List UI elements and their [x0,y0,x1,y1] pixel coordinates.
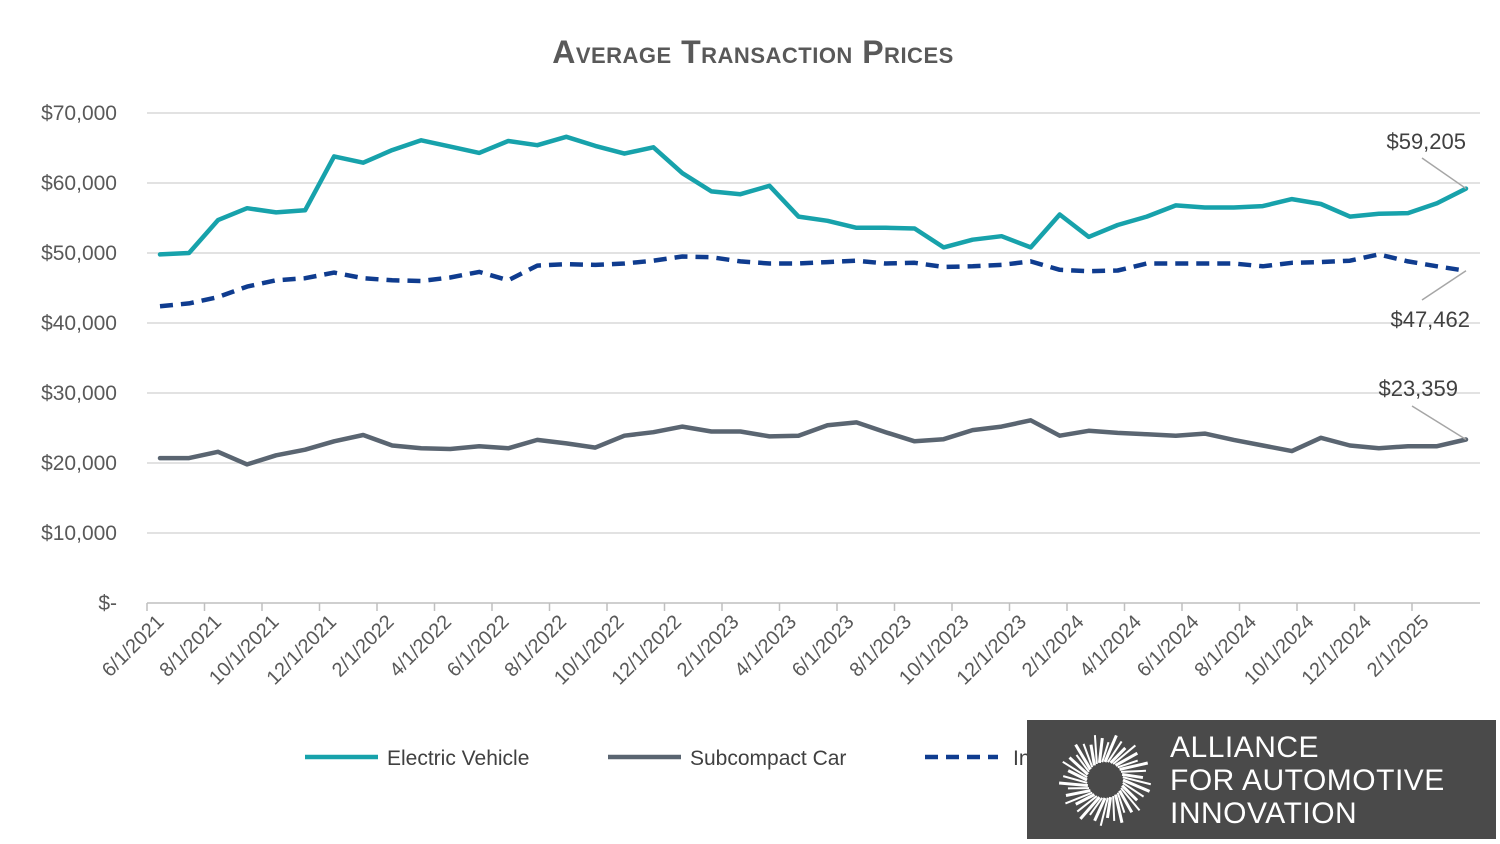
annotations: $59,205 $47,462 $23,359 [1378,129,1470,441]
y-tick-label: $60,000 [41,172,117,195]
annotation-label: $23,359 [1378,376,1458,401]
logo-ray [1089,797,1103,816]
y-tick-label: $10,000 [41,522,117,545]
logo-ray [1089,744,1096,766]
logo-ray [1074,743,1092,771]
logo-ray [1075,793,1096,806]
logo-ray [1067,769,1088,782]
logo-ray [1065,791,1093,805]
gridlines [147,112,1480,534]
annotation-leader-line [1421,157,1467,190]
series-line-electric-vehicle [157,134,1469,257]
chart-title: Average Transaction Prices [552,34,954,70]
y-tick-label: $20,000 [41,452,117,475]
annotation-label: $47,462 [1390,307,1470,332]
logo-ray [1068,756,1089,776]
y-tick-label: $50,000 [41,242,117,265]
x-axis: 6/1/20218/1/202110/1/202112/1/20212/1/20… [98,602,1480,689]
logo-ray [1065,789,1091,797]
logo-ray [1093,797,1107,822]
logo-ray [1105,796,1113,819]
logo-ray [1117,759,1138,769]
logo-ray [1099,797,1109,827]
brand-line-1: ALLIANCE [1170,731,1320,764]
alliance-name: ALLIANCE FOR AUTOMOTIVE INNOVATION [1170,731,1445,830]
series-line-industry-average [159,252,1467,309]
logo-ray [1103,734,1118,763]
y-tick-label: $- [98,592,117,615]
logo-ray [1122,776,1152,786]
x-tick-label: 6/1/2024 [1133,611,1204,682]
logo-ray [1062,775,1088,784]
x-tick-label: 4/1/2024 [1075,611,1146,682]
alliance-logo-box: ALLIANCE FOR AUTOMOTIVE INNOVATION [1027,720,1496,839]
sunburst-logo-icon [1058,734,1152,827]
logo-ray [1106,740,1123,763]
logo-ray [1079,796,1101,820]
logo-ray [1058,781,1089,788]
logo-ray [1093,735,1098,765]
x-tick-label: 2/1/2023 [673,611,744,682]
brand-line-3: INNOVATION [1170,797,1358,830]
logo-ray [1120,769,1147,773]
logo-ray [1122,778,1151,793]
logo-ray [1120,787,1141,812]
x-tick-label: 4/1/2022 [385,611,456,682]
logo-ray [1122,781,1145,798]
y-tick-label: $30,000 [41,382,117,405]
x-tick-label: 2/1/2024 [1018,611,1089,682]
logo-ray [1119,761,1149,771]
x-tick-label: 6/1/2021 [98,611,169,682]
series-line-subcompact-car [157,418,1469,467]
logo-ray [1075,754,1090,773]
logo-ray [1121,772,1144,780]
x-tick-label: 4/1/2023 [730,611,801,682]
annotation-leader-line [1421,270,1467,301]
logo-ray [1112,795,1116,822]
logo-ray [1114,794,1124,824]
y-tick-label: $40,000 [41,312,117,335]
logo-ray [1112,744,1137,765]
y-tick-label: $70,000 [41,102,117,125]
logo-ray [1076,795,1098,813]
legend-label: Electric Vehicle [387,747,529,770]
x-tick-label: 6/1/2022 [443,611,514,682]
logo-ray [1062,760,1088,779]
brand-line-2: FOR AUTOMOTIVE [1170,764,1445,797]
x-tick-label: 2/1/2022 [328,611,399,682]
logo-ray [1114,751,1139,767]
logo-ray [1116,792,1126,813]
logo-ray [1109,746,1127,764]
logo-ray [1121,784,1139,802]
y-axis-ticks: $- $10,000 $20,000 $30,000 $40,000 $50,000 $60… [41,102,117,615]
x-tick-label: 6/1/2023 [788,611,859,682]
series-layer [157,134,1469,467]
logo-ray [1101,741,1110,763]
logo-ray [1118,789,1134,814]
logo-ray [1097,737,1104,764]
annotation-label: $59,205 [1386,129,1466,154]
legend-label: Subcompact Car [690,747,846,770]
x-tick-label: 2/1/2025 [1363,611,1434,682]
annotation-leader-line [1411,405,1467,441]
logo-ray [1082,743,1094,768]
